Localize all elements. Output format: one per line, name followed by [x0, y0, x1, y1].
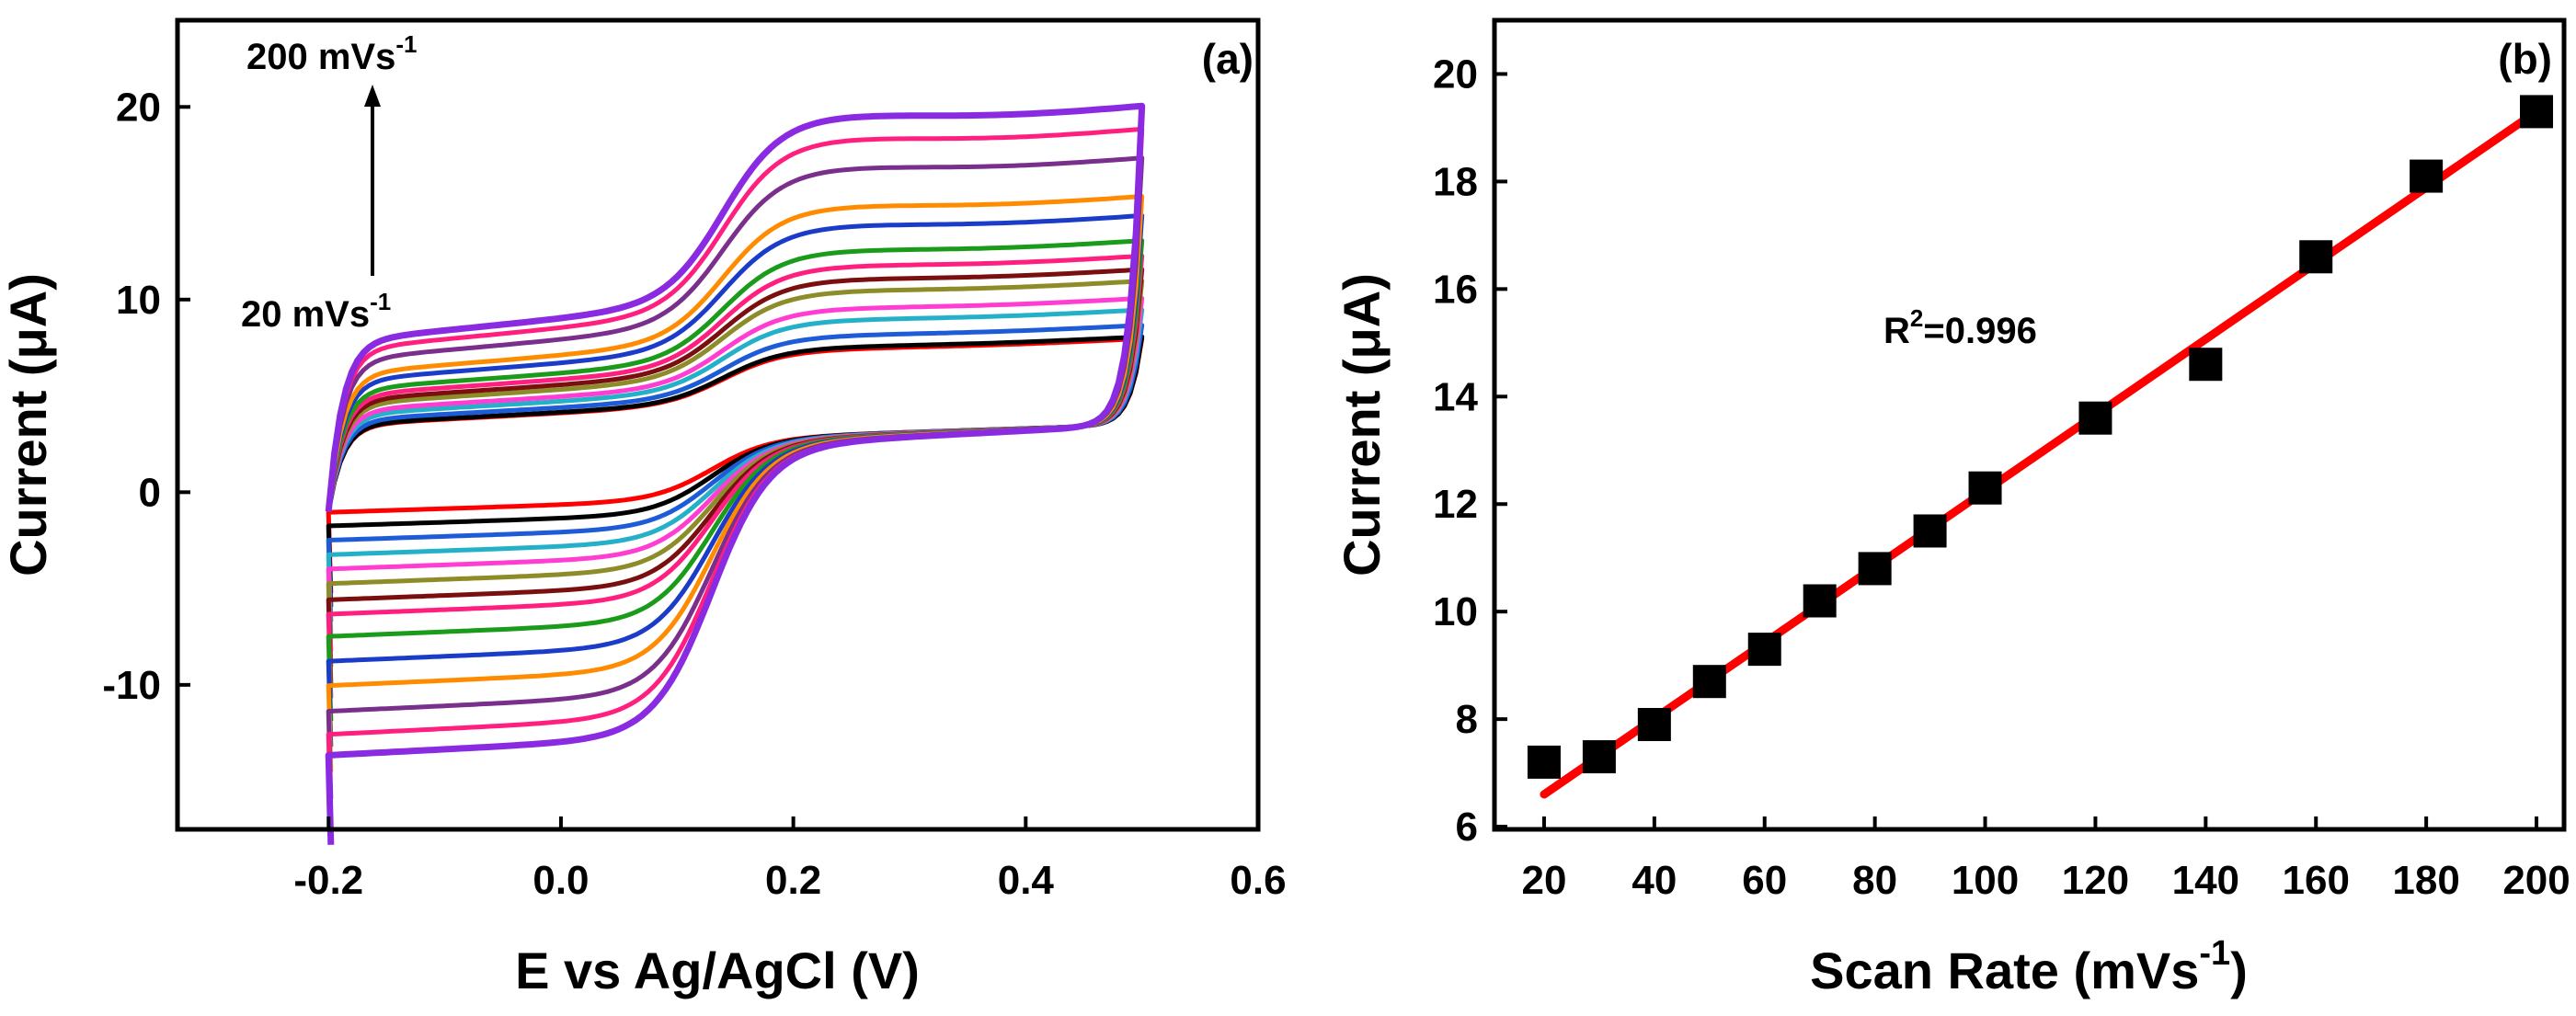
b-y-tick-label: 6 — [1456, 805, 1478, 850]
b-x-tick-label: 200 — [2502, 858, 2570, 903]
b-data-point — [2299, 240, 2333, 274]
a-x-tick-label: 0.0 — [532, 858, 589, 903]
a-x-tick-label: 0.6 — [1230, 858, 1286, 903]
a-annotation-top-text: 200 mVs — [246, 37, 395, 77]
a-annotation-bottom-sup: -1 — [370, 288, 391, 315]
b-y-tick-label: 20 — [1433, 51, 1478, 97]
a-annotation-bottom: 20 mVs-1 — [241, 288, 391, 335]
b-data-point — [1968, 471, 2002, 505]
a-cv-curve-200 — [325, 102, 1146, 845]
a-y-tick-label: 20 — [116, 85, 161, 130]
a-y-ticks: -10 0 10 20 — [102, 85, 190, 708]
b-x-axis-label-sup: -1 — [2199, 934, 2230, 973]
a-annotation-top-sup: -1 — [395, 30, 417, 58]
b-r2-prefix: R — [1883, 311, 1910, 351]
b-data-point — [1527, 745, 1561, 779]
b-x-tick-label: 20 — [1521, 858, 1566, 903]
b-data-point — [2189, 348, 2223, 382]
b-data-point — [1803, 584, 1837, 618]
a-arrow-head — [364, 85, 381, 107]
a-x-ticks: -0.2 0.0 0.2 0.4 0.6 — [293, 816, 1287, 903]
b-y-tick-label: 18 — [1433, 159, 1478, 204]
b-y-axis-label: Current (μA) — [1333, 273, 1391, 576]
a-x-tick-label: 0.4 — [998, 858, 1055, 903]
b-x-tick-label: 80 — [1852, 858, 1897, 903]
b-x-tick-label: 40 — [1631, 858, 1677, 903]
b-x-tick-label: 60 — [1742, 858, 1787, 903]
a-x-tick-label: 0.2 — [765, 858, 821, 903]
b-y-tick-label: 14 — [1433, 374, 1478, 419]
b-y-tick-label: 10 — [1433, 589, 1478, 634]
b-y-tick-label: 16 — [1433, 267, 1478, 312]
a-cv-curves — [325, 102, 1146, 845]
a-plot-frame — [175, 17, 1261, 832]
b-x-tick-label: 180 — [2392, 858, 2459, 903]
b-data-point — [1692, 665, 1726, 699]
b-x-tick-label: 140 — [2172, 858, 2239, 903]
a-annotation-bottom-text: 20 mVs — [241, 294, 370, 335]
a-y-tick-label: -10 — [102, 663, 161, 708]
b-x-tick-label: 120 — [2062, 858, 2129, 903]
b-data-point — [2410, 159, 2444, 193]
b-data-point — [1637, 707, 1671, 741]
a-x-tick-label: -0.2 — [293, 858, 363, 903]
b-data-point — [2078, 401, 2112, 435]
b-x-axis-label-text: Scan Rate (mVs — [1810, 942, 2199, 999]
b-data-point — [1747, 633, 1781, 667]
a-y-tick-label: 0 — [139, 470, 161, 515]
b-r2-label: R2=0.996 — [1883, 304, 2037, 351]
a-annotation-top: 200 mVs-1 — [246, 30, 417, 77]
b-x-tick-label: 100 — [1952, 858, 2019, 903]
b-data-point — [1913, 514, 1947, 548]
a-x-axis-label: E vs Ag/AgCl (V) — [515, 942, 920, 999]
panel-b-scan-rate-plot: 20 40 60 80 100 120 140 160 180 200 6 8 10 12 14 16 18 2… — [1333, 17, 2570, 999]
b-data-point — [1582, 740, 1616, 774]
b-x-axis-label-close: ) — [2230, 942, 2248, 999]
b-panel-label: (b) — [2498, 35, 2552, 83]
b-plot-frame — [1492, 17, 2567, 832]
b-x-tick-label: 160 — [2283, 858, 2350, 903]
a-y-axis-label: Current (μA) — [0, 273, 57, 576]
b-y-tick-label: 8 — [1456, 697, 1478, 742]
b-y-tick-label: 12 — [1433, 482, 1478, 527]
b-y-ticks: 6 8 10 12 14 16 18 20 — [1433, 51, 1507, 850]
b-data-points — [1527, 95, 2554, 779]
a-y-tick-label: 10 — [116, 278, 161, 323]
a-panel-label: (a) — [1202, 35, 1254, 83]
b-r2-sup: 2 — [1910, 304, 1923, 332]
b-x-ticks: 20 40 60 80 100 120 140 160 180 200 — [1521, 816, 2570, 903]
b-data-point — [1858, 552, 1892, 586]
b-data-point — [2520, 95, 2554, 129]
b-x-axis-label: Scan Rate (mVs-1) — [1810, 934, 2248, 999]
b-r2-suffix: =0.996 — [1923, 311, 2036, 351]
